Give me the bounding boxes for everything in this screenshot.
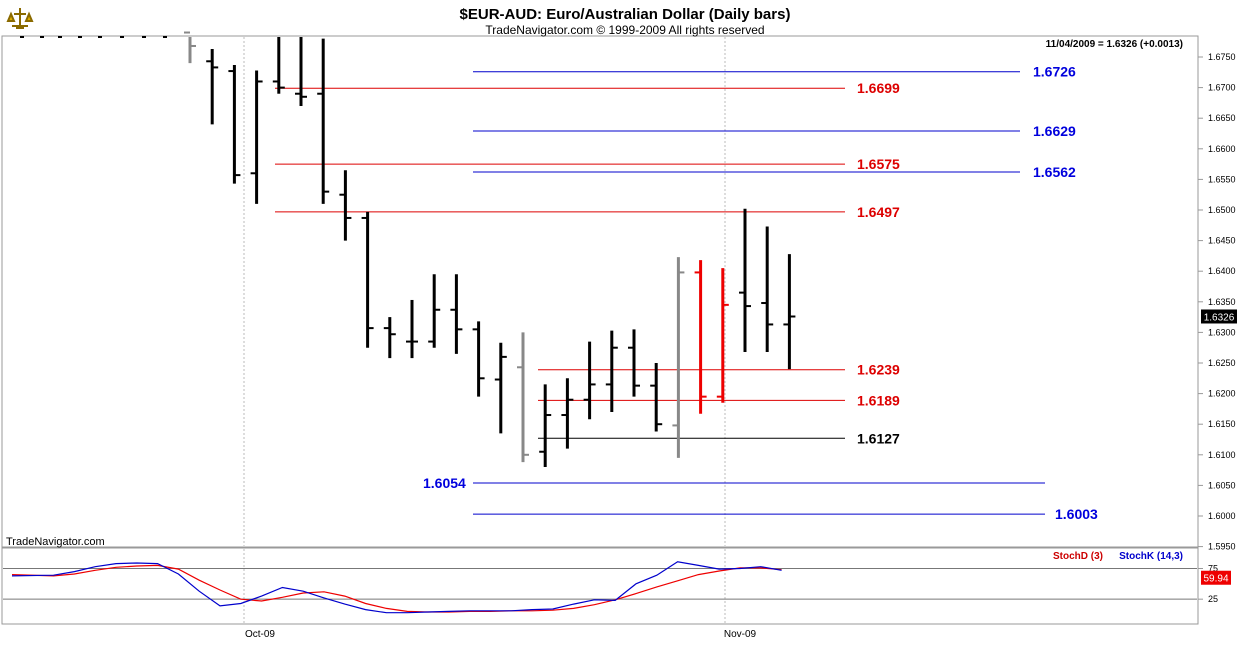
level-label: 1.6054 [423,475,466,491]
ohlc-bar [517,332,529,463]
ohlc-bar [472,321,485,397]
y-tick-label: 1.6350 [1208,297,1236,307]
level-label: 1.6699 [857,80,900,96]
y-tick-label: 1.6750 [1208,52,1236,62]
stoch-last-value-label: 59.94 [1203,574,1228,585]
level-label: 1.6562 [1033,164,1076,180]
ohlc-bar [650,363,663,432]
stoch-tick-label: 25 [1208,594,1218,604]
tradenavigator-logo [6,4,34,32]
level-label: 1.6726 [1033,64,1076,80]
ohlc-bar [628,329,640,397]
y-tick-label: 1.6200 [1208,389,1236,399]
y-tick-label: 1.5950 [1208,542,1236,552]
ohlc-bar [184,31,196,64]
y-tick-label: 1.6150 [1208,419,1236,429]
ohlc-bar [605,330,618,412]
ohlc-bar [317,38,330,204]
y-tick-label: 1.6500 [1208,205,1236,215]
stoch-last-value-box [1201,570,1231,585]
ohlc-bar [406,299,418,359]
ohlc-bar [295,37,307,106]
ohlc-bar [383,317,396,359]
ohlc-bar [272,37,285,94]
x-tick-label: Oct-09 [245,629,275,640]
level-label: 1.6239 [857,362,900,378]
last-price-label: 1.6326 [1204,312,1235,323]
last-quote-readout: 11/04/2009 = 1.6326 (+0.0013) [1046,39,1183,50]
ohlc-bar [539,384,552,468]
y-tick-label: 1.6400 [1208,266,1236,276]
level-label: 1.6629 [1033,123,1076,139]
y-tick-label: 1.6300 [1208,327,1236,337]
chart-subtitle: TradeNavigator.com © 1999-2009 All right… [485,23,764,37]
y-tick-label: 1.6050 [1208,480,1236,490]
legend-stochk: StochK (14,3) [1119,551,1183,562]
watermark-text: TradeNavigator.com [6,536,105,548]
ohlc-bar [672,257,685,458]
level-label: 1.6575 [857,156,900,172]
ohlc-bar [339,170,352,241]
ohlc-bar [739,208,751,352]
legend-stochd: StochD (3) [1053,551,1103,562]
y-tick-label: 1.6600 [1208,144,1236,154]
last-price-box [1201,309,1237,324]
y-tick-label: 1.6700 [1208,83,1236,93]
level-label: 1.6497 [857,204,900,220]
y-tick-label: 1.6650 [1208,113,1236,123]
y-tick-label: 1.6100 [1208,450,1236,460]
ohlc-bar [361,211,374,348]
x-tick-label: Nov-09 [724,629,757,640]
chart-title: $EUR-AUD: Euro/Australian Dollar (Daily … [460,6,791,23]
ohlc-bar [583,341,596,420]
y-tick-label: 1.6000 [1208,511,1236,521]
ohlc-bar [694,260,707,414]
ohlc-bar [494,342,507,434]
ohlc-bar [561,378,574,449]
stoch-tick-label: 75 [1208,564,1218,574]
level-label: 1.6127 [857,430,900,446]
level-label: 1.6189 [857,392,900,408]
stoch-series-line [11,564,782,613]
ohlc-bar [761,226,774,352]
ohlc-bar [450,274,463,354]
level-label: 1.6003 [1055,506,1098,522]
ohlc-bar [716,268,729,403]
ohlc-bar [250,70,263,204]
y-tick-label: 1.6550 [1208,174,1236,184]
stoch-series-line [11,561,782,614]
ohlc-bar [228,64,241,184]
ohlc-bar [428,274,441,348]
y-tick-label: 1.6250 [1208,358,1236,368]
ohlc-bar [783,254,796,370]
ohlc-bar [206,49,219,125]
y-tick-label: 1.6450 [1208,236,1236,246]
